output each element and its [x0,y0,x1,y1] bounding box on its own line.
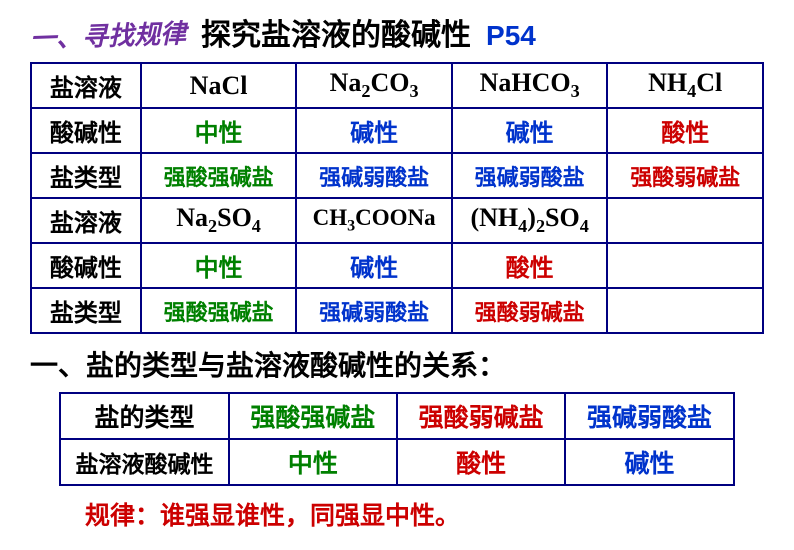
table-row: 盐溶液 NaCl Na2CO3 NaHCO3 NH4Cl [31,63,763,108]
row-label: 盐溶液 [31,198,141,243]
empty-cell [607,243,763,288]
row-label: 盐的类型 [60,393,228,439]
row-label: 盐溶液酸碱性 [60,439,228,485]
type-cell: 强酸强碱盐 [141,153,297,198]
header: 一、寻找规律 探究盐溶液的酸碱性 P54 [30,10,764,54]
relationship-table: 盐的类型 强酸强碱盐 强酸弱碱盐 强碱弱酸盐 盐溶液酸碱性 中性 酸性 碱性 [59,392,734,486]
type-cell: 强碱弱酸盐 [452,153,608,198]
table-row: 盐类型 强酸强碱盐 强碱弱酸盐 强碱弱酸盐 强酸弱碱盐 [31,153,763,198]
ph-cell: 酸性 [607,108,763,153]
ph-cell: 中性 [141,108,297,153]
row-label: 盐类型 [31,288,141,333]
type-cell: 强碱弱酸盐 [296,153,452,198]
row-label: 酸碱性 [31,108,141,153]
subtitle: 一、寻找规律 [29,13,186,55]
formula-cell: NaHCO3 [452,63,608,108]
table-row: 酸碱性 中性 碱性 碱性 酸性 [31,108,763,153]
formula-cell: Na2CO3 [296,63,452,108]
section-title: 一、盐的类型与盐溶液酸碱性的关系： [30,344,764,384]
row-label: 盐溶液 [31,63,141,108]
formula-cell: NaCl [141,63,297,108]
table-row: 盐溶液 Na2SO4 CH3COONa (NH4)2SO4 [31,198,763,243]
table-row: 盐溶液酸碱性 中性 酸性 碱性 [60,439,733,485]
table-row: 盐类型 强酸强碱盐 强碱弱酸盐 强酸弱碱盐 [31,288,763,333]
ph-cell: 酸性 [452,243,608,288]
ph-cell: 碱性 [452,108,608,153]
formula-cell: CH3COONa [296,198,452,243]
row-label: 盐类型 [31,153,141,198]
ph-cell: 碱性 [296,108,452,153]
page-reference: P54 [486,20,536,52]
table-row: 酸碱性 中性 碱性 酸性 [31,243,763,288]
type-cell: 强酸弱碱盐 [397,393,565,439]
rule-text: 规律：谁强显谁性，同强显中性。 [85,496,764,532]
type-cell: 强碱弱酸盐 [296,288,452,333]
formula-cell: (NH4)2SO4 [452,198,608,243]
row-label: 酸碱性 [31,243,141,288]
type-cell: 强酸弱碱盐 [452,288,608,333]
type-cell: 强酸弱碱盐 [607,153,763,198]
ph-cell: 中性 [229,439,397,485]
table-row: 盐的类型 强酸强碱盐 强酸弱碱盐 强碱弱酸盐 [60,393,733,439]
formula-cell: NH4Cl [607,63,763,108]
type-cell: 强酸强碱盐 [141,288,297,333]
ph-cell: 碱性 [296,243,452,288]
formula-cell: Na2SO4 [141,198,297,243]
salt-table-main: 盐溶液 NaCl Na2CO3 NaHCO3 NH4Cl 酸碱性 中性 碱性 碱… [30,62,764,334]
empty-cell [607,288,763,333]
type-cell: 强碱弱酸盐 [565,393,733,439]
type-cell: 强酸强碱盐 [229,393,397,439]
empty-cell [607,198,763,243]
ph-cell: 酸性 [397,439,565,485]
ph-cell: 碱性 [565,439,733,485]
ph-cell: 中性 [141,243,297,288]
main-title: 探究盐溶液的酸碱性 [201,10,471,54]
